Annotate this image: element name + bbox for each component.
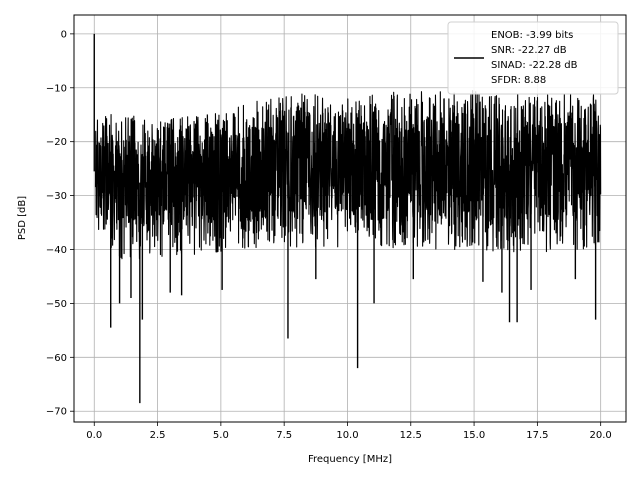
y-tick-label: −50 <box>46 299 67 310</box>
legend: ENOB: -3.99 bits SNR: -22.27 dB SINAD: -… <box>447 21 619 95</box>
legend-sinad: SINAD: -22.28 dB <box>491 60 578 71</box>
x-tick-label: 20.0 <box>590 430 612 441</box>
y-tick-label: −70 <box>46 407 67 418</box>
x-tick-label: 17.5 <box>526 430 548 441</box>
x-tick-label: 7.5 <box>276 430 292 441</box>
legend-sfdr: SFDR: 8.88 <box>491 75 546 86</box>
legend-snr: SNR: -22.27 dB <box>491 45 567 56</box>
plot-frame <box>73 14 627 423</box>
x-tick-label: 5.0 <box>213 430 229 441</box>
x-axis-label: Frequency [MHz] <box>308 454 392 465</box>
x-axis-ticks: 0.0 2.5 5.0 7.5 10.0 12.5 15.0 17.5 20.0 <box>86 422 612 441</box>
y-axis-label: PSD [dB] <box>17 196 28 240</box>
legend-enob: ENOB: -3.99 bits <box>491 30 573 41</box>
x-tick-label: 2.5 <box>150 430 166 441</box>
legend-box <box>447 21 619 95</box>
y-tick-label: −60 <box>46 353 67 364</box>
x-tick-label: 0.0 <box>86 430 102 441</box>
y-tick-label: −40 <box>46 245 67 256</box>
x-tick-label: 10.0 <box>336 430 358 441</box>
y-tick-label: −20 <box>46 137 67 148</box>
psd-trace <box>93 33 602 404</box>
x-tick-label: 12.5 <box>400 430 422 441</box>
y-tick-label: 0 <box>61 29 67 40</box>
x-tick-label: 15.0 <box>463 430 485 441</box>
y-axis-ticks: 0 −10 −20 −30 −40 −50 −60 −70 <box>46 29 74 418</box>
y-tick-label: −30 <box>46 191 67 202</box>
y-tick-label: −10 <box>46 83 67 94</box>
